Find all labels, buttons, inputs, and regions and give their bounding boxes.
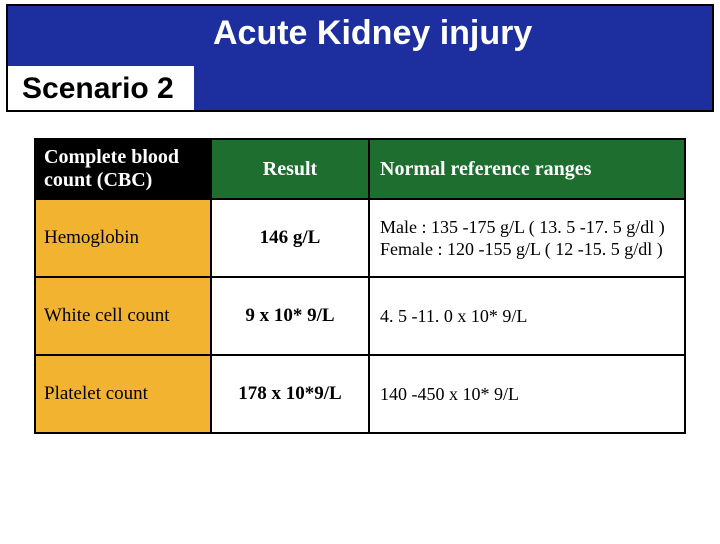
cell-result: 178 x 10*9/L — [211, 355, 369, 433]
col-header-result: Result — [211, 139, 369, 199]
cell-param: Hemoglobin — [35, 199, 211, 277]
header-bar: Acute Kidney injury Scenario 2 — [6, 4, 714, 112]
table-header-row: Complete blood count (CBC) Result Normal… — [35, 139, 685, 199]
cell-result: 9 x 10* 9/L — [211, 277, 369, 355]
table-row: Platelet count 178 x 10*9/L 140 -450 x 1… — [35, 355, 685, 433]
cell-range: Male : 135 -175 g/L ( 13. 5 -17. 5 g/dl … — [369, 199, 685, 277]
table-row: White cell count 9 x 10* 9/L 4. 5 -11. 0… — [35, 277, 685, 355]
cbc-table: Complete blood count (CBC) Result Normal… — [34, 138, 686, 434]
cell-param: Platelet count — [35, 355, 211, 433]
col-header-range: Normal reference ranges — [369, 139, 685, 199]
cell-range: 140 -450 x 10* 9/L — [369, 355, 685, 433]
cell-param: White cell count — [35, 277, 211, 355]
page-title: Acute Kidney injury — [213, 14, 532, 53]
cell-range: 4. 5 -11. 0 x 10* 9/L — [369, 277, 685, 355]
scenario-label: Scenario 2 — [8, 66, 194, 110]
table-row: Hemoglobin 146 g/L Male : 135 -175 g/L (… — [35, 199, 685, 277]
col-header-param: Complete blood count (CBC) — [35, 139, 211, 199]
cell-result: 146 g/L — [211, 199, 369, 277]
